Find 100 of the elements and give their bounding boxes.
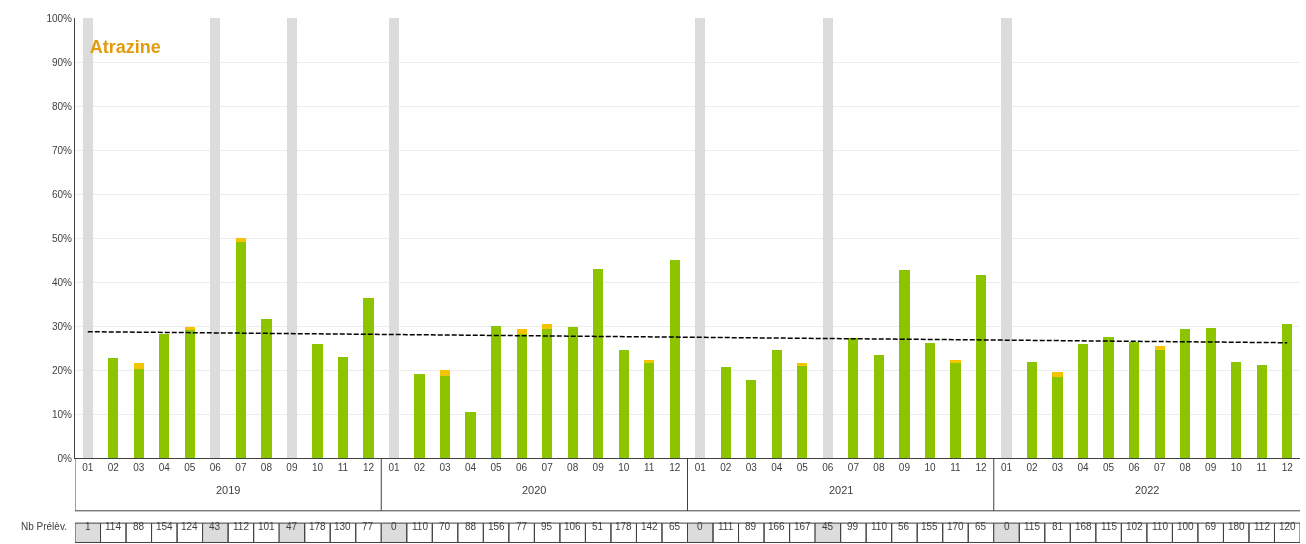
y-tick-label: 20% [51, 364, 73, 376]
text: 99 [847, 521, 859, 532]
text: 0 [391, 521, 397, 532]
x-tick-label: 01 [388, 462, 401, 473]
x-tick-label: 04 [771, 462, 783, 473]
y-tick-label: 80% [51, 100, 73, 112]
y-tick-label: 100% [46, 12, 73, 24]
x-tick-label: 06 [516, 462, 528, 473]
y-tick-label: 0% [57, 452, 73, 464]
text: 45 [822, 521, 834, 532]
text: 101 [258, 521, 276, 532]
text: 77 [516, 521, 528, 532]
text: 2022 [1135, 484, 1160, 496]
text: 124 [181, 521, 199, 532]
x-tick-label: 05 [1103, 462, 1115, 473]
x-tick-label: 06 [822, 462, 834, 473]
text: 142 [641, 521, 659, 532]
x-tick-label: 12 [669, 462, 681, 473]
text: 70 [439, 521, 451, 532]
x-tick-label: 04 [465, 462, 477, 473]
text: 112 [1254, 521, 1271, 532]
x-tick-label: 10 [311, 462, 324, 473]
text: 114 [105, 521, 122, 532]
text: 0 [1004, 521, 1010, 532]
y-tick-label: 50% [51, 232, 73, 244]
x-tick-label: 05 [184, 462, 196, 473]
x-tick-label: 02 [107, 462, 120, 473]
text: 2019 [216, 484, 241, 496]
y-tick-label: 70% [51, 144, 73, 156]
text: 0 [697, 521, 703, 532]
text: 51 [592, 521, 604, 532]
x-tick-label: 11 [644, 462, 655, 473]
x-tick-label: 02 [413, 462, 426, 473]
x-tick-label: 09 [1205, 462, 1217, 473]
x-tick-label: 06 [1128, 462, 1141, 473]
x-tick-label: 08 [567, 462, 579, 473]
text: 168 [1075, 521, 1093, 532]
text: 167 [794, 521, 812, 532]
x-tick-label: 12 [975, 462, 987, 473]
text: 156 [488, 521, 506, 532]
text: Atrazine [89, 36, 161, 57]
text: 178 [615, 521, 633, 532]
text: 95 [541, 521, 553, 532]
x-tick-label: 08 [260, 462, 273, 473]
x-tick-label: 07 [847, 462, 860, 473]
text: 120 [1279, 521, 1297, 532]
x-tick-label: 02 [1026, 462, 1039, 473]
text: 111 [718, 521, 734, 532]
text: 1 [85, 521, 91, 532]
x-tick-label: 07 [541, 462, 554, 473]
x-tick-label: 12 [1281, 462, 1294, 473]
text: 81 [1052, 521, 1064, 532]
text: Nb Prélèv. [21, 521, 67, 532]
x-tick-label: 12 [362, 462, 375, 473]
x-tick-label: 01 [1000, 462, 1013, 473]
text: 110 [1152, 521, 1169, 532]
x-tick-label: 04 [1077, 462, 1090, 473]
text: 178 [309, 521, 327, 532]
x-tick-label: 03 [439, 462, 452, 473]
x-tick-label: 07 [235, 462, 247, 473]
x-tick-label: 08 [873, 462, 885, 473]
x-tick-label: 03 [745, 462, 758, 473]
text: 77 [362, 521, 374, 532]
x-tick-label: 09 [592, 462, 605, 473]
x-tick-label: 09 [898, 462, 911, 473]
x-tick-label: 10 [1230, 462, 1243, 473]
text: 180 [1228, 521, 1246, 532]
text: 115 [1101, 521, 1118, 532]
text: 170 [947, 521, 965, 532]
text: 100 [1177, 521, 1195, 532]
x-tick-label: 11 [950, 462, 962, 473]
text: 106 [564, 521, 582, 532]
x-tick-label: 02 [720, 462, 732, 473]
x-tick-label: 10 [618, 462, 630, 473]
text: 69 [1205, 521, 1217, 532]
y-tick-label: 40% [51, 276, 73, 288]
x-tick-label: 04 [158, 462, 171, 473]
text: 110 [871, 521, 888, 532]
x-tick-label: 11 [1256, 462, 1268, 473]
x-tick-label: 03 [133, 462, 145, 473]
x-tick-label: 08 [1179, 462, 1192, 473]
text: 47 [286, 521, 298, 532]
x-tick-label: 07 [1154, 462, 1166, 473]
x-tick-label: 09 [286, 462, 298, 473]
text: 2020 [522, 484, 547, 496]
x-tick-label: 03 [1051, 462, 1064, 473]
text: 65 [669, 521, 681, 532]
text: 89 [745, 521, 757, 532]
text: 56 [898, 521, 910, 532]
x-tick-label: 10 [924, 462, 936, 473]
text: 112 [233, 521, 250, 532]
text: 115 [1024, 521, 1041, 532]
text: 130 [334, 521, 352, 532]
x-tick-label: 05 [490, 462, 503, 473]
x-tick-label: 11 [337, 462, 349, 473]
text: 102 [1126, 521, 1144, 532]
text: 88 [465, 521, 477, 532]
text: 88 [133, 521, 145, 532]
x-tick-label: 01 [694, 462, 707, 473]
y-tick-label: 90% [51, 56, 73, 68]
